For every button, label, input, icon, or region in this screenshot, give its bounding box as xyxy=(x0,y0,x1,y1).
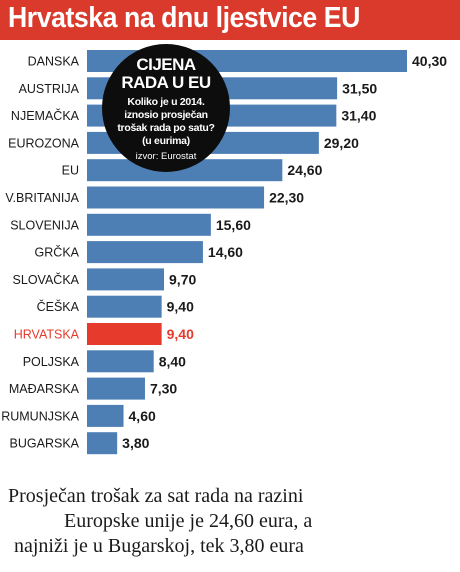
category-label-3: EUROZONA xyxy=(8,136,80,150)
bar-12 xyxy=(87,377,145,400)
category-label-13: RUMUNJSKA xyxy=(1,409,79,423)
bar-8 xyxy=(87,268,165,291)
page-title: Hrvatska na dnu ljestvice EU xyxy=(8,2,360,34)
bar-7 xyxy=(87,241,203,264)
category-label-2: NJEMAČKA xyxy=(11,108,80,123)
value-label-5: 22,30 xyxy=(269,190,304,206)
category-label-6: SLOVENIJA xyxy=(10,218,79,232)
value-label-0: 40,30 xyxy=(412,53,447,69)
badge-source: izvor: Eurostat xyxy=(135,151,197,162)
category-label-12: MAĐARSKA xyxy=(9,382,80,396)
category-label-11: POLJSKA xyxy=(23,355,80,369)
value-label-3: 29,20 xyxy=(324,135,359,151)
category-label-1: AUSTRIJA xyxy=(19,82,80,96)
value-label-13: 4,60 xyxy=(129,408,156,424)
badge-question: Koliko je u 2014. iznosio prosječan troš… xyxy=(117,96,215,147)
bar-9 xyxy=(87,295,162,318)
bar-13 xyxy=(87,404,124,427)
value-label-4: 24,60 xyxy=(287,162,322,178)
value-label-11: 8,40 xyxy=(159,353,186,369)
info-badge: CIJENA RADA U EU Koliko je u 2014. iznos… xyxy=(102,44,230,172)
category-label-5: V.BRITANIJA xyxy=(5,191,79,205)
category-label-9: ČEŠKA xyxy=(37,299,80,314)
category-label-7: GRČKA xyxy=(35,245,80,260)
value-label-12: 7,30 xyxy=(150,381,177,397)
category-label-4: EU xyxy=(62,164,79,178)
bar-10 xyxy=(87,323,162,345)
bar-5 xyxy=(87,186,265,209)
value-label-6: 15,60 xyxy=(216,217,251,233)
bar-11 xyxy=(87,350,154,373)
caption: Prosječan trošak za sat rada na razini E… xyxy=(8,484,456,559)
badge-title-line2: RADA U EU xyxy=(121,73,211,92)
value-label-7: 14,60 xyxy=(208,244,243,260)
bar-6 xyxy=(87,213,211,236)
badge-title-line1: CIJENA xyxy=(136,55,196,74)
caption-line3: najniži je u Bugarskoj, tek 3,80 eura xyxy=(14,535,304,557)
caption-line2: Europske unije je 24,60 eura, a xyxy=(64,510,313,532)
category-label-14: BUGARSKA xyxy=(10,437,80,451)
caption-line1: Prosječan trošak za sat rada na razini xyxy=(8,485,304,507)
value-label-10: 9,40 xyxy=(167,326,194,342)
value-label-9: 9,40 xyxy=(167,299,194,315)
value-label-8: 9,70 xyxy=(169,271,196,287)
title-bar: Hrvatska na dnu ljestvice EU xyxy=(0,0,460,40)
category-label-10: HRVATSKA xyxy=(14,328,80,342)
category-label-8: SLOVAČKA xyxy=(13,272,80,287)
value-label-2: 31,40 xyxy=(341,108,376,124)
value-label-14: 3,80 xyxy=(122,435,149,451)
bar-14 xyxy=(87,432,118,455)
category-label-0: DANSKA xyxy=(28,55,80,69)
value-label-1: 31,50 xyxy=(342,80,377,96)
badge-title: CIJENA RADA U EU xyxy=(102,56,230,92)
